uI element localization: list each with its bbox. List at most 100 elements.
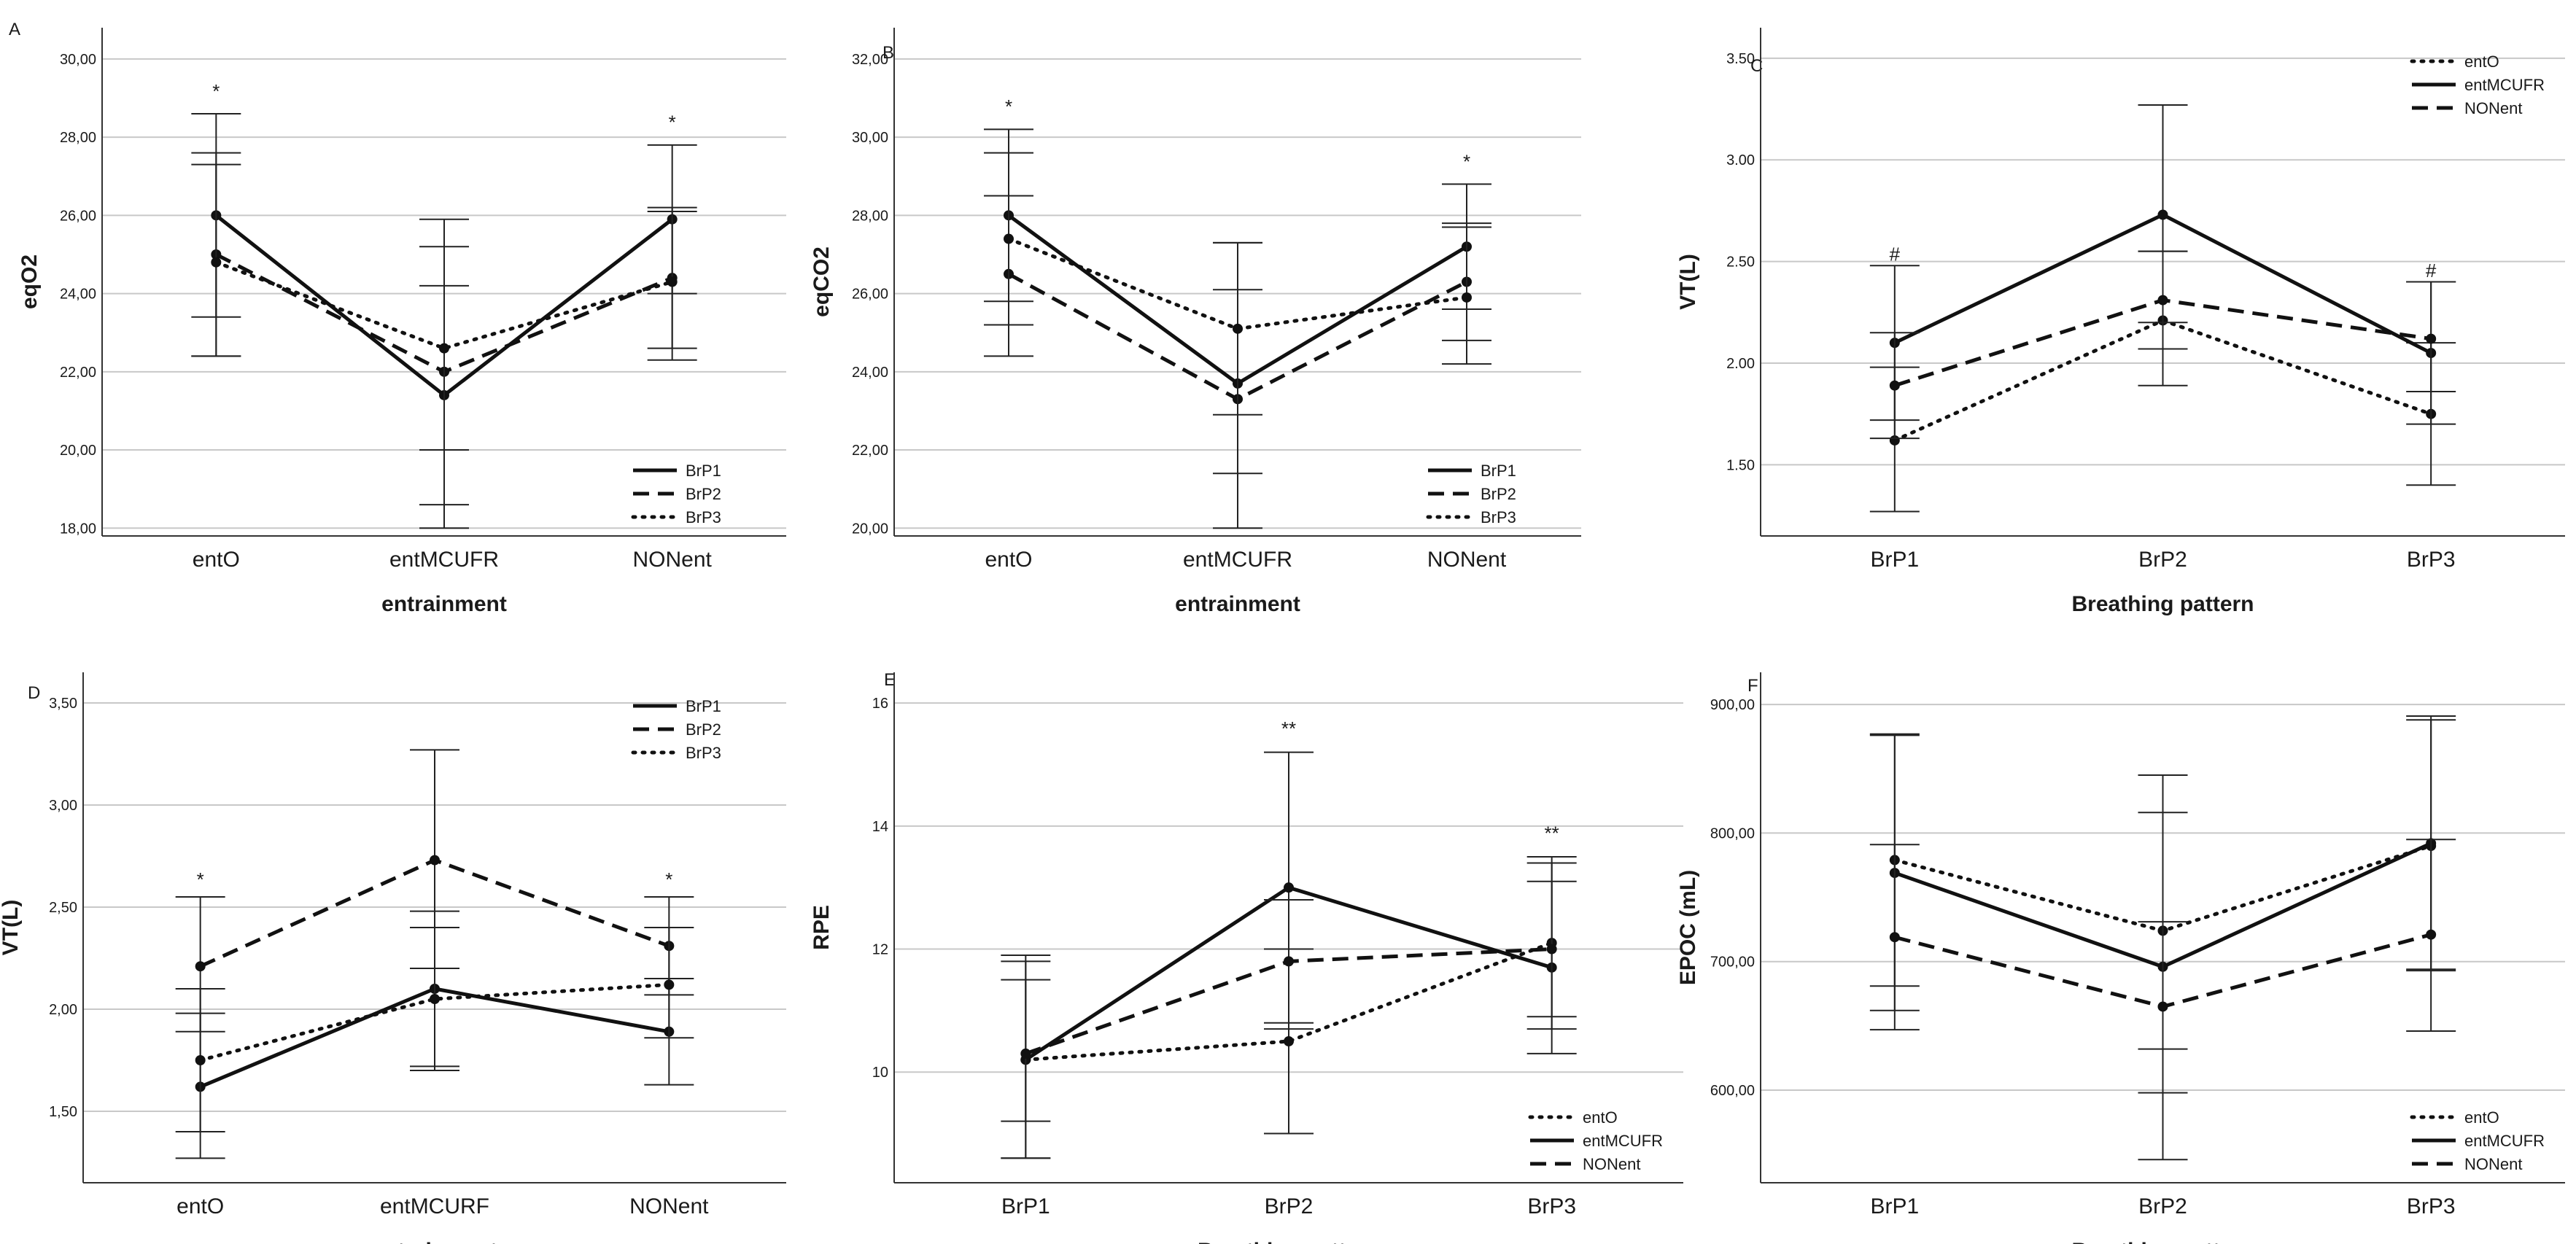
data-point [1889,380,1900,391]
significance-marker: * [1463,150,1470,172]
x-tick-label: BrP2 [1265,1194,1314,1218]
data-point [2157,295,2168,306]
data-point [1020,1048,1031,1059]
data-point [1284,956,1294,967]
panel-letter: D [28,683,40,703]
series-NONent [1869,839,2456,1161]
panel-letter: A [9,20,20,39]
data-point [1284,882,1294,893]
data-point [664,979,675,990]
significance-marker: * [212,80,220,102]
legend-label: BrP2 [1481,485,1516,503]
panel-letter: B [882,43,894,63]
x-axis-title: entrainment [381,592,507,616]
data-point [430,855,440,866]
y-axis-title: VT(L) [1676,254,1700,310]
y-tick-label: 800,00 [1710,825,1755,841]
data-point [2157,209,2168,220]
y-tick-label: 2,50 [49,900,77,916]
legend: BrP1 BrP2 BrP3 [631,462,721,526]
series-BrP3 [191,163,697,451]
y-tick-label: 3,50 [49,696,77,712]
y-tick-label: 1,50 [49,1104,77,1120]
y-tick-label: 28,00 [60,130,96,146]
y-tick-label: 1.50 [1726,457,1755,473]
x-tick-label: BrP1 [1870,548,1919,572]
panel-letter: E [884,670,896,690]
y-tick-label: 3.50 [1726,51,1755,67]
legend: BrP1 BrP2 BrP3 [631,697,721,762]
data-point [1004,233,1014,244]
legend: entO entMCUFR NONent [1528,1108,1663,1173]
y-tick-label: 24,00 [852,365,888,381]
data-point [439,343,449,354]
legend-label: BrP1 [686,462,721,480]
panel-F: F 600,00 700,00 800,00 900,00 BrP1 BrP2 BrP3 Bre… [1676,672,2565,1244]
y-tick-label: 30,00 [60,52,96,68]
legend-label: NONent [1583,1155,1640,1173]
data-point [667,276,678,287]
y-axis-title: VT(L) [0,900,23,956]
data-point [2157,1001,2168,1012]
y-tick-label: 22,00 [60,365,96,381]
data-point [1233,323,1243,334]
legend: entO entMCUFR NONent [2410,53,2545,117]
y-axis-title: RPE [810,905,834,950]
legend-label: entMCUFR [2464,76,2545,94]
x-tick-label: BrP2 [2138,548,2187,572]
x-tick-label: entO [193,548,240,572]
data-point [195,1055,206,1065]
legend-label: BrP2 [686,720,721,739]
x-tick-label: entO [985,548,1032,572]
y-tick-label: 600,00 [1710,1083,1755,1099]
series-line [198,982,671,1062]
significance-marker: * [1005,96,1012,117]
legend-label: entO [2464,53,2499,71]
y-tick-label: 900,00 [1710,697,1755,713]
y-tick-label: 3,00 [49,798,77,814]
panel-B: B 20,00 22,00 24,00 26,00 28,00 30,00 32,00 entO… [810,28,1581,616]
x-tick-label: entMCURF [380,1194,489,1218]
y-tick-label: 2.50 [1726,254,1755,271]
series-BrP3 [984,152,1491,416]
legend-label: BrP3 [686,744,721,762]
x-tick-label: entO [176,1194,224,1218]
data-point [2426,333,2437,344]
significance-marker: * [197,868,204,890]
legend-label: entMCUFR [2464,1132,2545,1150]
y-tick-label: 28,00 [852,208,888,224]
legend-label: NONent [2464,1155,2522,1173]
y-tick-label: 20,00 [60,443,96,459]
x-tick-label: entMCUFR [389,548,499,572]
x-tick-label: BrP1 [1001,1194,1050,1218]
y-tick-label: 16 [872,696,888,712]
x-tick-label: BrP3 [2407,1194,2456,1218]
series-BrP3 [175,927,694,1132]
significance-marker: # [1890,243,1901,265]
x-tick-label: BrP2 [2138,1194,2187,1218]
panel-E: E 10 12 14 16 BrP1 BrP2 BrP3 Breathing pattern RP… [810,670,1683,1244]
y-tick-label: 32,00 [852,52,888,68]
y-tick-label: 24,00 [60,287,96,303]
legend-label: BrP2 [686,485,721,503]
y-tick-label: 12 [872,942,888,958]
panel-A: A 18,00 20,00 22,00 24,00 26,00 28,00 30,00 entO… [9,20,786,616]
legend: entO entMCUFR NONent [2410,1108,2545,1173]
y-axis-title: EPOC (mL) [1676,870,1700,985]
series-NONent [1869,250,2456,440]
y-axis-title: eqCO2 [810,246,834,317]
x-axis-title: entrainment [1175,592,1300,616]
x-tick-label: entMCUFR [1183,548,1292,572]
data-point [430,994,440,1004]
y-tick-label: 22,00 [852,443,888,459]
y-axis-title: eqO2 [18,254,42,309]
legend-label: entMCUFR [1583,1132,1663,1150]
data-point [1462,292,1472,303]
y-tick-label: 3.00 [1726,152,1755,168]
y-tick-label: 20,00 [852,521,888,537]
significance-marker: ** [1545,822,1559,844]
legend-label: BrP3 [1481,508,1516,526]
x-tick-label: NONent [1427,548,1507,572]
significance-marker: ** [1281,718,1296,739]
